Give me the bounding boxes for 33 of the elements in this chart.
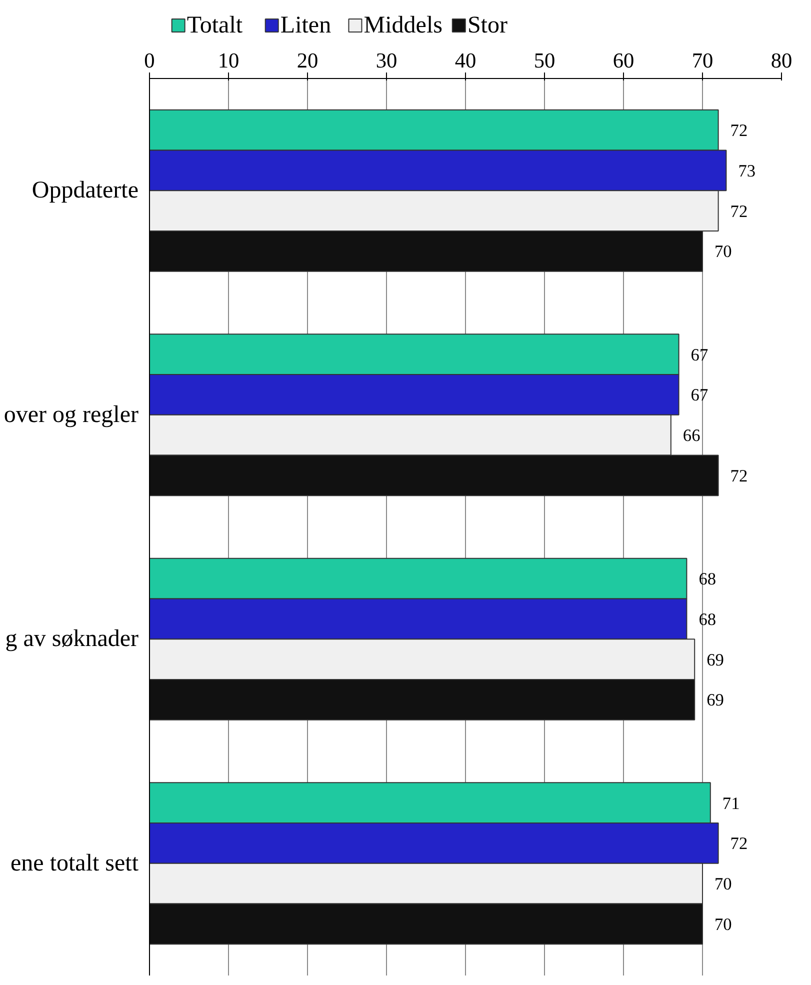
x-tick-label: 0	[144, 48, 155, 72]
y-tick-label: ene totalt sett	[10, 850, 139, 876]
data-label: 72	[730, 121, 748, 140]
data-label: 73	[738, 161, 756, 180]
data-label: 68	[698, 610, 716, 629]
y-tick-label: g av søknader	[5, 626, 139, 652]
data-label: 72	[730, 466, 748, 486]
x-tick-label: 10	[218, 48, 240, 72]
x-tick-label: 50	[534, 48, 556, 72]
data-label: 67	[690, 386, 708, 405]
legend-label: Middels	[364, 12, 442, 38]
x-tick-label: 40	[454, 48, 476, 72]
x-tick-label: 60	[612, 48, 634, 72]
x-tick-label: 80	[770, 48, 792, 72]
legend-label: Liten	[280, 12, 332, 38]
data-label: 70	[714, 874, 732, 894]
data-label: 70	[714, 242, 732, 262]
x-tick-label: 20	[296, 48, 318, 72]
data-label: 69	[706, 650, 724, 670]
data-label: 66	[682, 426, 701, 446]
x-tick-label: 70	[692, 48, 714, 72]
data-label: 67	[690, 345, 708, 364]
data-label: 70	[714, 914, 732, 934]
x-tick-label: 30	[376, 48, 398, 72]
legend-label: Stor	[467, 12, 508, 38]
data-label: 72	[730, 202, 748, 221]
y-tick-label: Oppdaterte	[32, 178, 139, 204]
data-label: 71	[722, 794, 740, 813]
data-label: 68	[698, 570, 716, 589]
legend-label: Totalt	[186, 12, 243, 38]
y-tick-label: over og regler	[4, 402, 139, 428]
data-label: 72	[730, 834, 748, 854]
data-label: 69	[706, 690, 724, 710]
